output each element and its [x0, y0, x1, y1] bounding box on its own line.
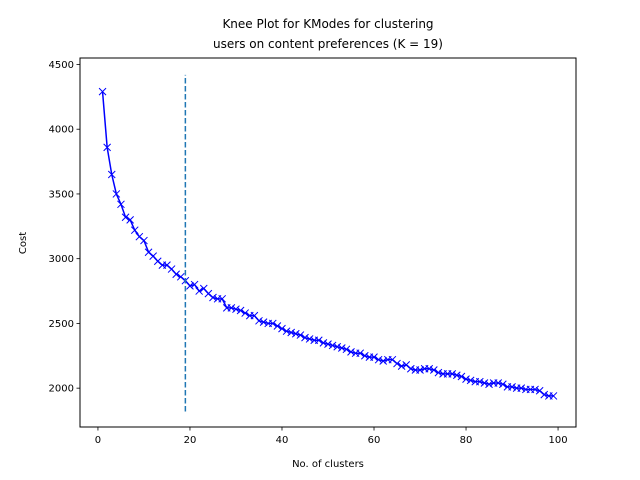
cost-point-marker — [301, 333, 309, 342]
cost-point-marker — [282, 327, 291, 336]
x-tick-label: 80 — [460, 435, 473, 446]
cost-point-marker — [314, 336, 323, 345]
cost-point-marker — [121, 213, 130, 222]
y-tick-label: 4500 — [49, 60, 74, 71]
cost-point-marker — [374, 355, 383, 364]
cost-point-marker — [485, 380, 493, 389]
cost-point-marker — [360, 351, 369, 360]
cost-point-marker — [190, 280, 199, 289]
cost-point-marker — [218, 294, 227, 303]
cost-point-marker — [259, 318, 268, 326]
y-tick-label: 2000 — [49, 384, 74, 395]
x-tick-label: 0 — [95, 435, 101, 446]
cost-point-marker — [278, 324, 286, 333]
cost-point-marker — [517, 384, 526, 393]
cost-point-marker — [296, 331, 305, 339]
y-axis: 2000 2500 3000 3500 4000 4500 — [49, 60, 80, 395]
cost-point-marker — [172, 270, 181, 279]
cost-point-marker — [204, 289, 213, 298]
cost-point-marker — [347, 348, 355, 356]
cost-point-marker — [324, 340, 332, 348]
cost-point-marker — [98, 87, 107, 96]
axes-frame — [79, 57, 577, 428]
cost-point-marker — [540, 390, 549, 399]
cost-point-marker — [397, 362, 406, 371]
cost-point-marker — [406, 364, 415, 373]
cost-point-marker — [448, 370, 457, 378]
cost-point-marker — [508, 383, 516, 391]
cost-point-marker — [112, 190, 121, 198]
x-tick-label: 60 — [368, 435, 381, 446]
cost-point-marker — [531, 385, 539, 394]
cost-point-marker — [337, 344, 346, 352]
cost-point-marker — [379, 357, 388, 365]
cost-point-marker — [236, 306, 245, 315]
cost-point-marker — [462, 375, 470, 383]
chart-title-line-1: Knee Plot for KModes for clustering — [222, 17, 433, 31]
x-axis-label: No. of clusters — [292, 459, 364, 470]
cost-point-marker — [328, 341, 337, 350]
cost-point-marker — [232, 305, 240, 314]
x-tick-label: 100 — [549, 435, 568, 446]
x-tick-label: 20 — [184, 435, 197, 446]
cost-point-marker — [130, 226, 139, 235]
cost-point-marker — [144, 248, 153, 257]
cost-point-marker — [429, 366, 438, 374]
cost-point-marker — [176, 272, 185, 281]
cost-point-marker — [291, 329, 300, 338]
cost-point-marker — [494, 379, 503, 387]
cost-point-marker — [135, 232, 144, 241]
cost-point-marker — [107, 170, 116, 179]
cost-point-marker — [255, 316, 263, 325]
cost-point-marker — [103, 143, 112, 152]
cost-point-marker — [549, 392, 558, 400]
cost-point-marker — [452, 371, 461, 380]
cost-point-marker — [126, 215, 135, 224]
cost-point-marker — [333, 342, 342, 351]
cost-point-marker — [273, 322, 282, 330]
cost-point-marker — [163, 261, 171, 270]
y-axis-label: Cost — [18, 232, 29, 254]
cost-point-marker — [416, 366, 424, 374]
cost-point-marker — [388, 355, 397, 364]
cost-point-marker — [402, 360, 411, 369]
cost-point-marker — [319, 338, 328, 347]
cost-point-marker — [356, 349, 365, 358]
chart-title-line-2: users on content preferences (K = 19) — [213, 37, 443, 51]
cost-point-marker — [370, 353, 378, 361]
cost-point-marker — [434, 368, 443, 377]
cost-point-marker — [480, 379, 489, 387]
cost-point-marker — [153, 257, 162, 266]
y-tick-label: 4000 — [49, 125, 74, 136]
cost-point-marker — [342, 345, 351, 354]
cost-point-marker — [466, 376, 475, 385]
cost-point-marker — [268, 319, 277, 328]
cost-point-marker — [186, 282, 194, 290]
y-tick-label: 2500 — [49, 319, 74, 330]
x-axis: 0 20 40 60 80 100 — [95, 427, 568, 446]
y-tick-label: 3000 — [49, 254, 74, 265]
x-tick-label: 40 — [276, 435, 289, 446]
cost-point-marker — [117, 200, 125, 209]
y-tick-label: 3500 — [49, 189, 74, 200]
cost-point-marker — [535, 386, 544, 395]
cost-point-marker — [393, 359, 401, 368]
cost-point-marker — [287, 328, 296, 337]
cost-point-marker — [195, 287, 204, 295]
cost-point-marker — [227, 304, 236, 312]
cost-point-marker — [140, 236, 148, 245]
cost-point-marker — [209, 293, 217, 302]
cost-point-marker — [475, 377, 484, 386]
cost-point-marker — [498, 380, 507, 389]
cost-point-marker — [241, 309, 250, 317]
cost-point-marker — [425, 364, 434, 373]
cost-point-marker — [457, 372, 466, 381]
cost-point-marker — [305, 335, 314, 343]
plot-area — [98, 74, 558, 412]
